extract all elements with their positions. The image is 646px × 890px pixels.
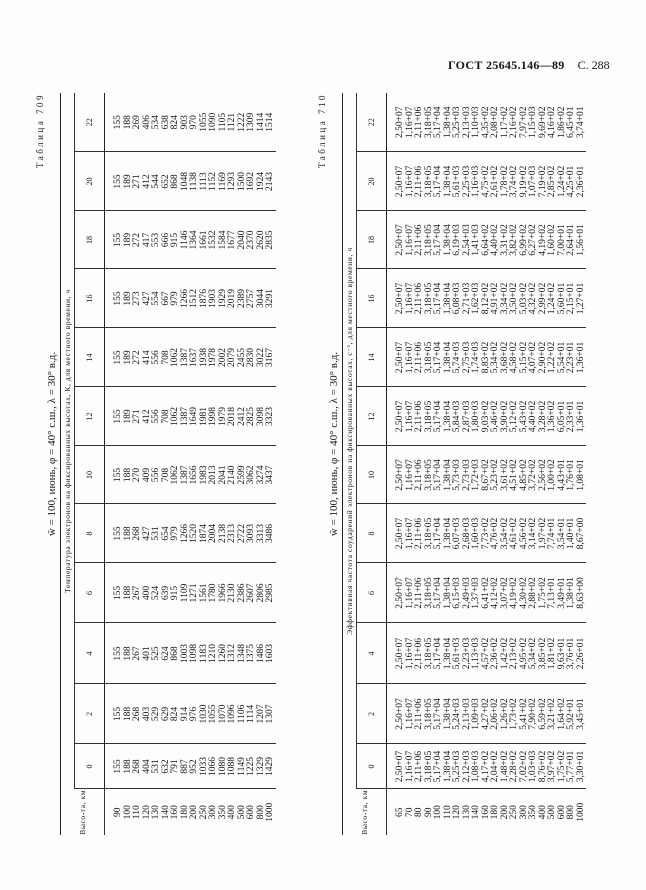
- table-cell: 3437: [265, 465, 275, 485]
- hour-column: 2,50+07 1,16+07 2,11+06 3,18+05 5,17+04 1,38+…: [386, 744, 586, 789]
- hour-header: 4: [356, 623, 387, 684]
- hour-column: 2,50+07 1,16+07 2,11+06 3,18+05 5,17+04 1,38+…: [386, 387, 586, 446]
- hour-header: 10: [356, 446, 387, 504]
- hour-column: 2,50+07 1,16+07 2,11+06 3,18+05 5,17+04 1,38+…: [386, 211, 586, 269]
- hour-header: 6: [356, 563, 387, 623]
- hour-header: 22: [74, 92, 105, 152]
- data-table: Высо-та, км Эффективная частота соударени…: [342, 93, 586, 835]
- page-header: ГОСТ 25645.146—89 С. 288: [448, 58, 610, 73]
- hour-column: 2,50+07 1,16+07 2,11+06 3,18+05 5,17+04 1,38+…: [386, 684, 586, 744]
- hour-column: 2,50+07 1,16+07 2,11+06 3,18+05 5,17+04 1,38+…: [386, 446, 586, 504]
- table-cell: 3,45+01: [575, 698, 586, 730]
- table-cell: 8,67+00: [575, 517, 586, 550]
- table-cell: 1307: [265, 704, 275, 724]
- hour-header: 22: [356, 93, 387, 152]
- table-cell: 3323: [265, 407, 275, 426]
- hour-header: 10: [74, 446, 105, 504]
- hour-header: 8: [74, 504, 105, 563]
- table-cell: 1,27+01: [575, 282, 586, 315]
- hour-column: 2,50+07 1,16+07 2,11+06 3,18+05 5,17+04 1,38+…: [386, 328, 586, 387]
- hour-column: 155 189 271 412 556 708 1062 1387 1649 1981 1998 19…: [104, 387, 276, 446]
- table-title: w̄ = 100, июнь, φ = 40° с.ш., λ = 30° в.…: [46, 351, 58, 537]
- height-column-header: Высо-та, км: [342, 789, 387, 835]
- table-cell: 2,26+01: [575, 637, 586, 670]
- hour-header: 16: [74, 269, 105, 328]
- table-cell: 2985: [265, 583, 275, 603]
- table-cell: 2,36+01: [575, 165, 586, 198]
- table-caption: Таблица 710: [317, 93, 327, 168]
- heights-column: 90 100 110 120 130 140 160 180 200 250 300 350 400 50…: [105, 789, 276, 835]
- data-table: Высо-та, км Температура электронов на фик…: [60, 92, 276, 835]
- hour-column: 155 188 270 409 556 708 1062 1387 1656 1983 2013 20…: [104, 446, 276, 504]
- hour-column: 155 188 269 406 534 638 824 903 970 1055 1090 1105 1…: [104, 92, 276, 152]
- table-cell: 3486: [265, 524, 275, 543]
- height-value: 1000: [265, 802, 275, 822]
- table-cell: 1,56+01: [575, 224, 586, 256]
- table-title: w̄ = 100, июнь, φ = 40° с.ш., λ = 30° в.…: [328, 351, 340, 537]
- table-cell: 3167: [265, 348, 275, 367]
- hour-header: 18: [356, 211, 387, 269]
- hour-header: 8: [356, 504, 387, 563]
- table-caption: Таблица 709: [35, 93, 45, 168]
- hour-column: 2,50+07 1,16+07 2,11+06 3,18+05 5,17+04 1,38+…: [386, 504, 586, 563]
- hour-header: 2: [74, 684, 105, 744]
- table-cell: 1,36+01: [575, 400, 586, 433]
- table-subtitle: Температура электронов на фиксированных …: [60, 92, 75, 789]
- hour-header: 6: [74, 563, 105, 623]
- hour-header: 14: [356, 328, 387, 387]
- hour-header: 0: [74, 744, 105, 789]
- hour-column: 155 188 267 401 525 624 868 1003 1098 1183 1210 126…: [104, 623, 276, 684]
- hour-header: 12: [356, 387, 387, 446]
- hour-column: 155 189 272 414 556 708 1062 1387 1637 1938 1978 20…: [104, 328, 276, 387]
- table-subtitle: Эффективная частота соударений электроно…: [342, 93, 357, 789]
- hour-header: 14: [74, 328, 105, 387]
- hour-column: 2,50+07 1,16+07 2,11+06 3,18+05 5,17+04 1,38+…: [386, 269, 586, 328]
- table-cell: 3,30+01: [575, 750, 586, 783]
- standard-number: ГОСТ 25645.146—89: [448, 58, 565, 72]
- page-number: С. 288: [577, 58, 610, 72]
- hour-column: 2,50+07 1,16+07 2,11+06 3,18+05 5,17+04 1,38+…: [386, 563, 586, 623]
- table-710: Таблица 710 w̄ = 100, июнь, φ = 40° с.ш.,…: [317, 80, 602, 835]
- hour-column: 155 189 273 427 554 667 979 1266 1512 1876 1903 192…: [104, 269, 276, 328]
- table-cell: 3291: [265, 289, 275, 308]
- hour-column: 155 188 267 400 524 639 915 1109 1271 1561 1780 196…: [104, 563, 276, 623]
- hour-column: 2,50+07 1,16+07 2,11+06 3,18+05 5,17+04 1,38+…: [386, 93, 586, 152]
- hour-column: 155 189 272 417 553 666 915 1146 1364 1661 1532 158…: [104, 211, 276, 269]
- height-column-header: Высо-та, км: [60, 789, 105, 835]
- hour-column: 155 188 268 427 531 654 979 1266 1520 1874 2004 213…: [104, 504, 276, 563]
- hour-header: 20: [74, 152, 105, 211]
- hour-header: 12: [74, 387, 105, 446]
- hour-column: 2,50+07 1,16+07 2,11+06 3,18+05 5,17+04 1,38+…: [386, 152, 586, 211]
- hour-column: 155 189 271 412 544 652 868 1048 1138 1113 1152 116…: [104, 152, 276, 211]
- table-cell: 2143: [265, 172, 275, 191]
- heights-column: 65 70 80 90 100 110 120 130 140 160 180 200 250 300 35…: [387, 789, 587, 835]
- table-cell: 3,74+01: [575, 106, 586, 138]
- hour-header: 2: [356, 684, 387, 744]
- table-cell: 8,63+00: [575, 577, 586, 609]
- hour-column: 2,50+07 1,16+07 2,11+06 3,18+05 5,17+04 1,38+…: [386, 623, 586, 684]
- hour-header: 18: [74, 211, 105, 269]
- table-cell: 1,08+01: [575, 459, 586, 491]
- table-cell: 1429: [265, 757, 275, 776]
- table-cell: 1603: [265, 644, 275, 663]
- table-cell: 2835: [265, 230, 275, 250]
- table-709: Таблица 709 w̄ = 100, июнь, φ = 40° с.ш.,…: [35, 80, 320, 835]
- hour-header: 0: [356, 744, 387, 789]
- hour-header: 16: [356, 269, 387, 328]
- table-cell: 1,36+01: [575, 341, 586, 374]
- hour-header: 20: [356, 152, 387, 211]
- table-cell: 1514: [265, 112, 275, 132]
- height-value: 1000: [575, 802, 586, 822]
- hour-column: 155 188 268 403 529 629 824 914 976 1030 1055 1070 1…: [104, 684, 276, 744]
- hour-header: 4: [74, 623, 105, 684]
- hour-column: 155 188 268 404 531 632 791 887 952 1033 1066 1080 1…: [104, 744, 276, 789]
